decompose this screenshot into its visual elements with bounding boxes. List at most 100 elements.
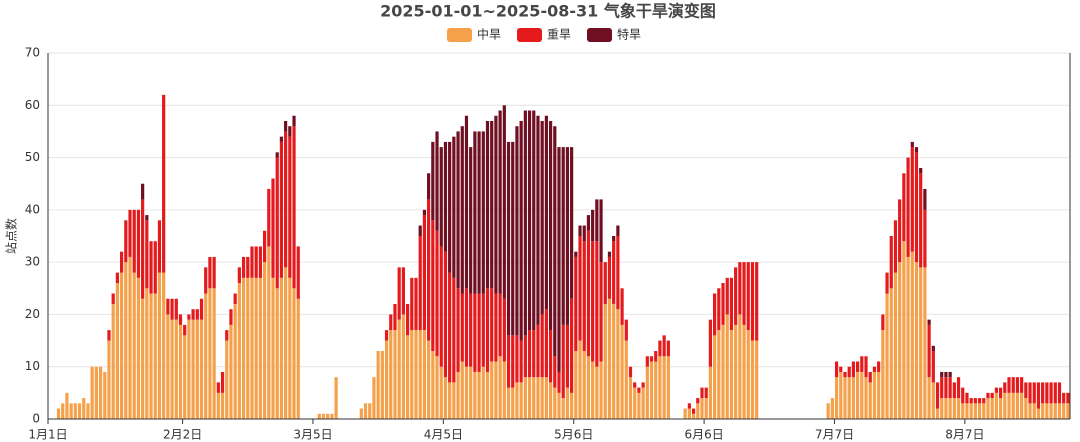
bar	[977, 398, 982, 404]
bar	[418, 330, 422, 419]
bar	[851, 377, 856, 419]
bar	[111, 303, 115, 419]
bar	[729, 330, 734, 419]
bar	[443, 251, 448, 378]
bar	[115, 272, 119, 284]
bar	[519, 340, 523, 383]
bar	[389, 314, 393, 331]
bar	[1057, 403, 1062, 419]
bar	[279, 136, 284, 142]
bar	[616, 225, 620, 236]
bar	[902, 173, 906, 242]
bar	[931, 382, 935, 419]
bar	[666, 356, 670, 419]
bar	[536, 115, 540, 325]
bar	[359, 408, 363, 419]
bar	[914, 147, 919, 153]
bar	[919, 267, 923, 419]
bar	[641, 387, 645, 419]
bar	[477, 293, 481, 372]
bar	[262, 262, 267, 419]
bar	[515, 335, 519, 383]
bar	[910, 251, 914, 419]
bar	[548, 382, 553, 419]
bar	[599, 361, 603, 419]
bar	[119, 251, 124, 273]
bar	[990, 398, 994, 419]
bar	[511, 141, 515, 336]
bar	[839, 366, 843, 372]
bar	[872, 366, 877, 372]
bar	[548, 120, 553, 331]
bar	[927, 319, 931, 325]
bar	[410, 330, 414, 419]
bar	[284, 120, 288, 132]
bar	[262, 230, 267, 263]
bar	[443, 141, 448, 252]
bar	[174, 298, 178, 320]
bar	[141, 183, 145, 200]
bar	[582, 241, 586, 352]
bar	[839, 371, 843, 419]
bar	[548, 330, 553, 383]
bar	[187, 319, 191, 419]
bar	[856, 361, 860, 372]
bar	[166, 314, 170, 419]
bar	[750, 262, 755, 341]
bar	[506, 141, 511, 336]
bar	[241, 277, 246, 419]
y-tick-label: 40	[25, 202, 40, 216]
bar	[162, 94, 166, 273]
bar	[1028, 403, 1032, 419]
bar	[208, 256, 212, 289]
bar	[687, 408, 691, 419]
bar	[1024, 382, 1028, 399]
bar	[448, 141, 452, 273]
bar	[405, 303, 410, 336]
bar	[376, 351, 380, 419]
bar	[856, 371, 860, 419]
bar	[607, 251, 612, 257]
bar	[464, 115, 469, 289]
bar	[616, 236, 620, 310]
bar	[595, 199, 599, 242]
legend-swatch	[447, 28, 472, 42]
bar	[233, 303, 237, 419]
bar	[570, 298, 574, 393]
bar	[494, 361, 498, 419]
bar	[237, 283, 241, 419]
bar	[826, 403, 830, 419]
bar	[431, 141, 435, 221]
bar	[860, 371, 864, 419]
bar	[914, 152, 919, 263]
bar	[944, 377, 948, 399]
bar	[464, 366, 469, 419]
bar	[229, 309, 233, 325]
bar	[536, 377, 540, 419]
bar	[574, 351, 578, 419]
bar	[956, 377, 961, 399]
bar	[578, 236, 582, 341]
bar	[721, 283, 725, 325]
bar	[157, 220, 162, 273]
bar	[1057, 382, 1062, 404]
bar	[469, 366, 473, 419]
bar	[183, 335, 187, 419]
bar	[254, 277, 258, 419]
bar	[658, 340, 662, 357]
bar	[1053, 403, 1057, 419]
bar	[586, 215, 591, 231]
bar	[893, 272, 898, 419]
bar	[174, 319, 178, 419]
bar	[910, 141, 914, 148]
bar	[220, 371, 225, 393]
bar	[204, 267, 208, 294]
bar	[944, 398, 948, 419]
bar	[502, 105, 506, 299]
y-tick-label: 50	[25, 150, 40, 164]
bar	[460, 126, 464, 294]
bar	[170, 298, 174, 320]
bar	[914, 262, 919, 419]
bar	[128, 256, 132, 419]
